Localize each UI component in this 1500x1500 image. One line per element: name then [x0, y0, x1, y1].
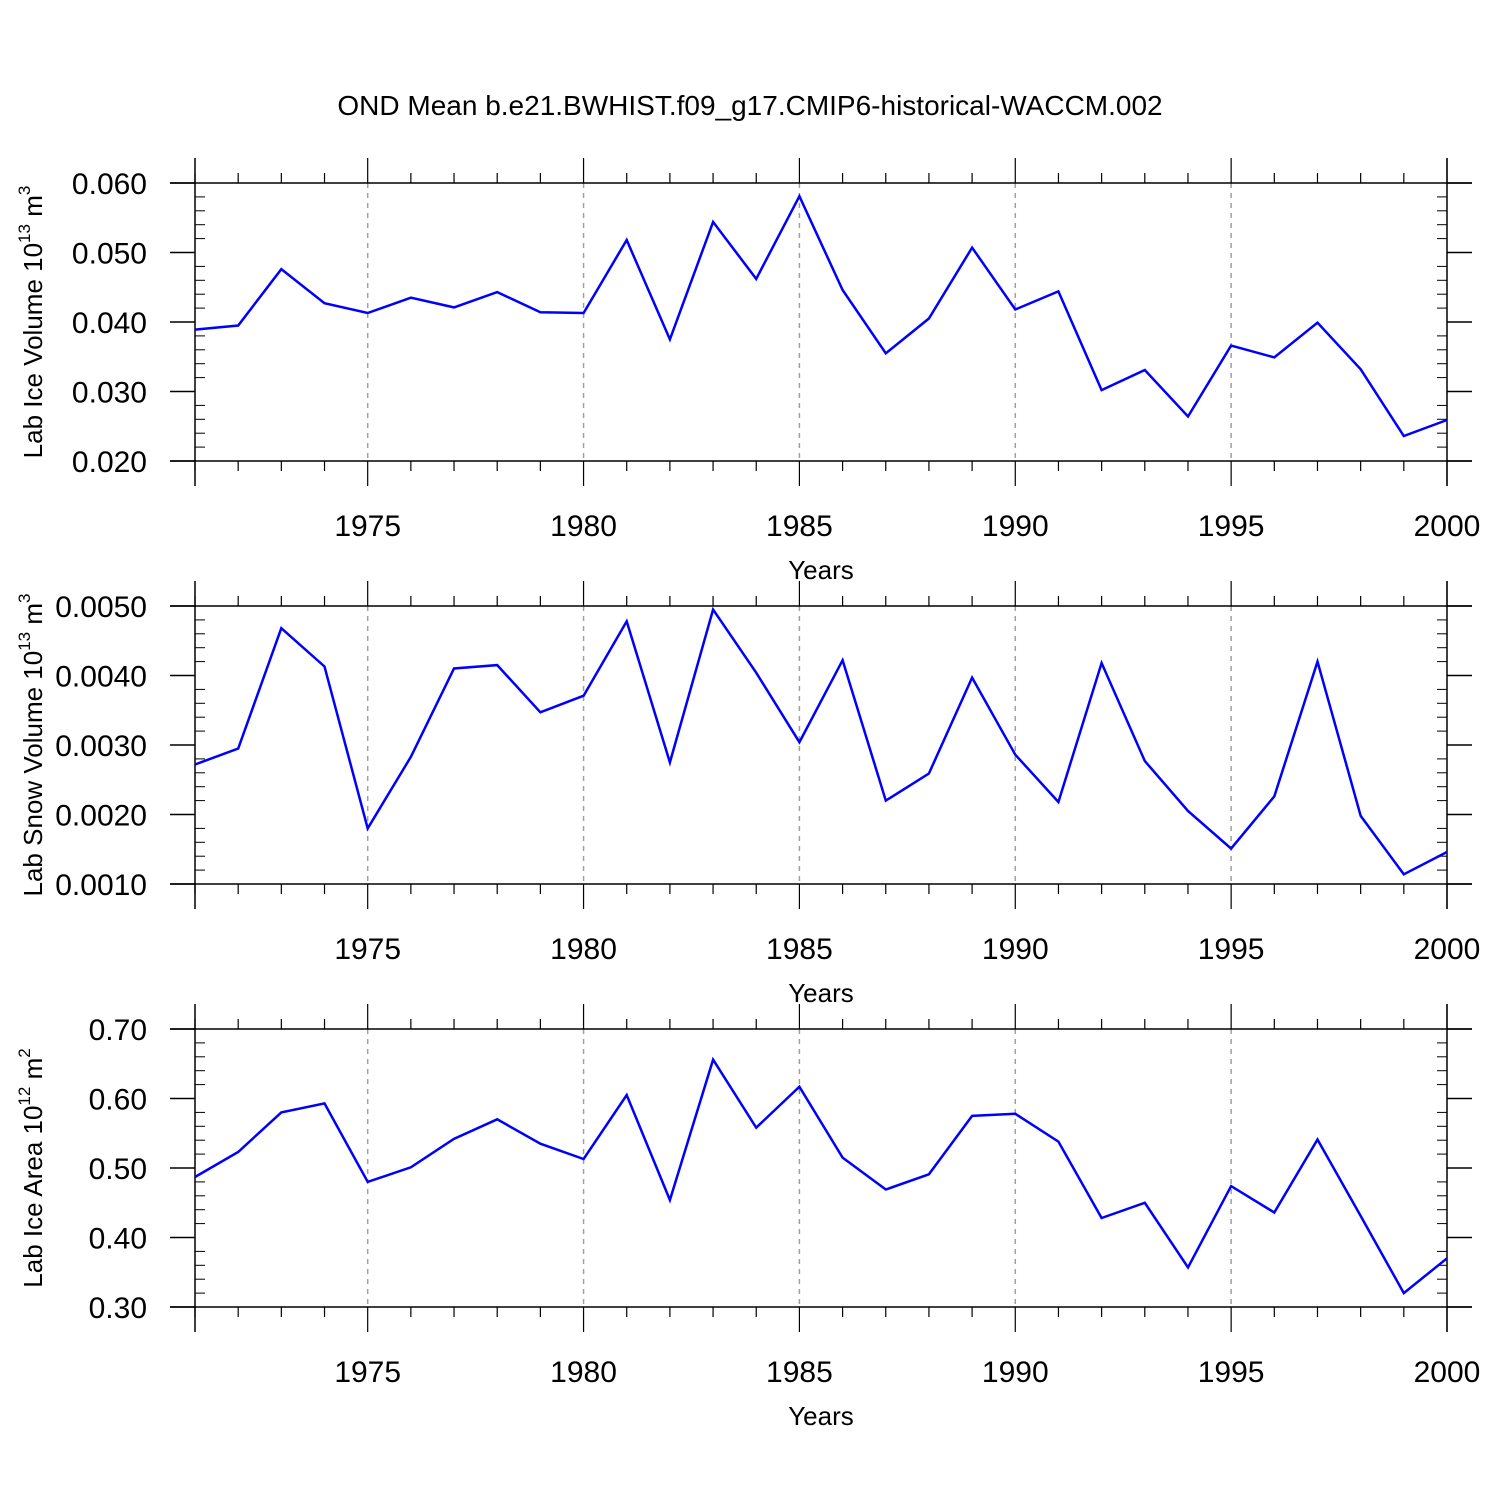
x-tick-label: 1975 [334, 933, 401, 966]
y-tick-label: 0.020 [72, 446, 147, 479]
x-tick-label: 2000 [1414, 933, 1481, 966]
y-tick-label: 0.50 [89, 1153, 147, 1186]
y-tick-label: 0.70 [89, 1014, 147, 1047]
x-tick-label: 1990 [982, 510, 1049, 543]
x-tick-label: 1980 [550, 933, 617, 966]
series-line [194, 193, 1448, 438]
y-axis-title: Lab Ice Volume 1013 m3 [15, 186, 48, 459]
y-tick-label: 0.40 [89, 1223, 147, 1256]
y-tick-label: 0.0020 [55, 800, 147, 833]
y-tick-label: 0.030 [72, 377, 147, 410]
y-tick-label: 0.060 [72, 168, 147, 201]
x-tick-label: 1985 [766, 933, 833, 966]
y-tick-label: 0.60 [89, 1084, 147, 1117]
x-tick-label: 1990 [982, 933, 1049, 966]
x-axis-title: Years [788, 1401, 854, 1431]
x-tick-label: 2000 [1414, 510, 1481, 543]
series-line [194, 606, 1448, 876]
x-tick-label: 1975 [334, 510, 401, 543]
x-tick-label: 1995 [1198, 510, 1265, 543]
y-tick-label: 0.0050 [55, 591, 147, 624]
y-tick-label: 0.050 [72, 238, 147, 271]
page-title: OND Mean b.e21.BWHIST.f09_g17.CMIP6-hist… [337, 90, 1163, 121]
x-axis-title: Years [788, 978, 854, 1008]
x-tick-label: 1995 [1198, 933, 1265, 966]
y-tick-label: 0.0010 [55, 869, 147, 902]
y-tick-label: 0.040 [72, 307, 147, 340]
x-tick-label: 1985 [766, 1356, 833, 1389]
y-tick-label: 0.30 [89, 1292, 147, 1325]
x-tick-label: 1980 [550, 510, 617, 543]
x-tick-label: 1985 [766, 510, 833, 543]
chart-panel-2: 0.0010 0.0020 0.0030 0.0040 0.0050 1975 1980 19… [15, 581, 1480, 1008]
x-tick-label: 1990 [982, 1356, 1049, 1389]
series-line [194, 1056, 1448, 1296]
x-tick-label: 1980 [550, 1356, 617, 1389]
x-tick-label: 1995 [1198, 1356, 1265, 1389]
x-tick-label: 1975 [334, 1356, 401, 1389]
x-axis-title: Years [788, 555, 854, 585]
x-tick-label: 2000 [1414, 1356, 1481, 1389]
y-tick-label: 0.0040 [55, 661, 147, 694]
y-axis-title: Lab Snow Volume 1013 m3 [15, 593, 48, 896]
y-axis-title: Lab Ice Area 1012 m2 [15, 1048, 48, 1287]
y-tick-label: 0.0030 [55, 730, 147, 763]
chart-panel-1: 0.020 0.030 0.040 0.050 0.060 1975 1980 1985 199… [15, 158, 1480, 585]
chart-panel-3: 0.30 0.40 0.50 0.60 0.70 1975 1980 1985 1990 1995… [15, 1004, 1480, 1431]
